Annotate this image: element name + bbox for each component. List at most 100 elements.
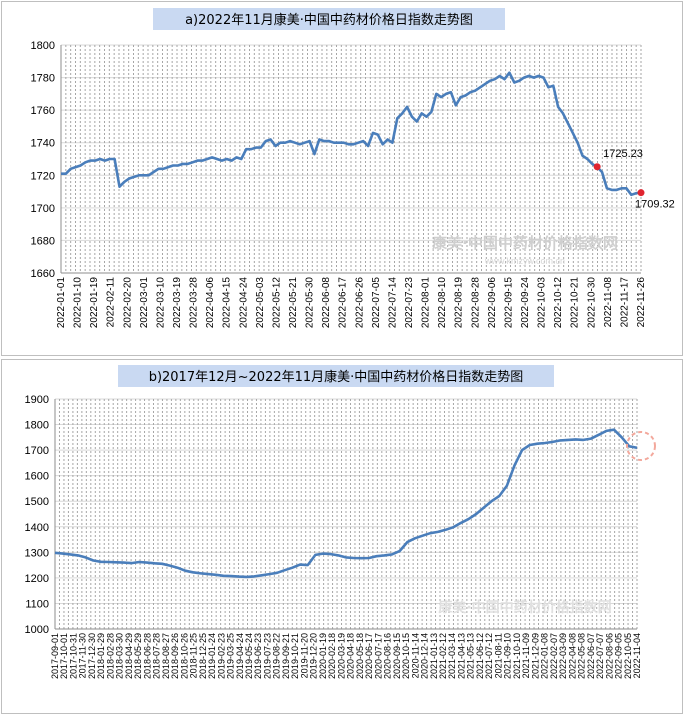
chart-a-x-ticks: 2022-01-01 2022-01-10 2022-01-19 2022-02-11… bbox=[56, 277, 647, 329]
b-ytick-label: 1700 bbox=[25, 445, 49, 457]
a-xtick-label: 2022-08-01 bbox=[421, 277, 432, 329]
a-ytick-label: 1760 bbox=[31, 105, 55, 117]
b-xtick-label: 2022-08-06 bbox=[604, 633, 614, 679]
chart-b-title-box bbox=[118, 365, 554, 387]
b-xtick-label: 2018-09-26 bbox=[170, 633, 180, 679]
b-ytick-label: 1900 bbox=[25, 394, 49, 406]
a-ytick-label: 1780 bbox=[31, 73, 55, 85]
a-xtick-label: 2022-08-28 bbox=[470, 277, 481, 329]
b-xtick-label: 2021-03-14 bbox=[447, 633, 457, 679]
a-ytick-label: 1740 bbox=[31, 138, 55, 150]
b-xtick-label: 2020-08-16 bbox=[383, 633, 393, 679]
b-xtick-label: 2020-03-19 bbox=[336, 633, 346, 679]
a-xtick-label: 2022-10-12 bbox=[553, 277, 564, 329]
b-xtick-label: 2019-04-24 bbox=[235, 633, 245, 679]
b-xtick-label: 2019-05-24 bbox=[244, 633, 254, 679]
chart-a-title: a)2022年11月康美·中国中药材价格日指数走势图 bbox=[185, 12, 473, 28]
b-xtick-label: 2020-05-18 bbox=[355, 633, 365, 679]
a-xtick-label: 2022-05-03 bbox=[255, 277, 266, 329]
b-xtick-label: 2022-04-08 bbox=[567, 633, 577, 679]
chart-a-highlight-marker bbox=[637, 189, 645, 197]
b-xtick-label: 2019-11-20 bbox=[299, 633, 309, 678]
a-xtick-label: 2022-06-08 bbox=[321, 277, 332, 329]
a-xtick-label: 2022-03-01 bbox=[139, 277, 150, 329]
chart-a-series-line bbox=[61, 71, 642, 197]
b-ytick-label: 1800 bbox=[25, 420, 49, 432]
b-xtick-label: 2021-12-09 bbox=[530, 633, 540, 679]
a-xtick-label: 2022-06-26 bbox=[354, 277, 365, 329]
a-xtick-label: 2022-04-06 bbox=[205, 277, 216, 329]
a-ytick-label: 1660 bbox=[31, 268, 55, 280]
a-xtick-label: 2022-04-24 bbox=[238, 277, 249, 329]
chart-b-highlight-circle bbox=[626, 431, 656, 461]
b-xtick-label: 2019-09-21 bbox=[281, 633, 291, 679]
a-xtick-label: 2022-06-17 bbox=[338, 277, 349, 329]
b-xtick-label: 2018-11-25 bbox=[189, 633, 199, 678]
b-ytick-label: 1300 bbox=[25, 547, 49, 559]
b-xtick-label: 2020-01-19 bbox=[318, 633, 328, 679]
a-xtick-label: 2022-09-24 bbox=[520, 277, 531, 329]
a-ytick-label: 1680 bbox=[31, 235, 55, 247]
chart-a-data-label: 1709.32 bbox=[635, 199, 675, 211]
b-xtick-label: 2021-02-12 bbox=[438, 633, 448, 679]
b-xtick-label: 2019-08-22 bbox=[272, 633, 282, 679]
a-xtick-label: 2022-07-05 bbox=[371, 277, 382, 329]
chart-a-watermark-url: www.kmzyw.com.cn bbox=[484, 256, 565, 266]
a-xtick-label: 2022-08-19 bbox=[454, 277, 465, 329]
b-xtick-label: 2018-08-27 bbox=[161, 633, 171, 679]
a-xtick-label: 2022-05-21 bbox=[288, 277, 299, 329]
b-ytick-label: 1200 bbox=[25, 573, 49, 585]
a-xtick-label: 2022-11-08 bbox=[603, 277, 614, 328]
b-xtick-label: 2021-07-12 bbox=[484, 633, 494, 679]
a-ytick-label: 1720 bbox=[31, 170, 55, 182]
a-xtick-label: 2022-03-19 bbox=[172, 277, 183, 329]
a-xtick-label: 2022-05-30 bbox=[305, 277, 316, 329]
b-xtick-label: 2018-06-28 bbox=[142, 633, 152, 679]
b-xtick-label: 2022-09-05 bbox=[614, 633, 624, 679]
a-xtick-label: 2022-01-10 bbox=[73, 277, 84, 329]
b-ytick-label: 1100 bbox=[25, 598, 49, 610]
a-xtick-label: 2022-04-15 bbox=[222, 277, 233, 329]
a-xtick-label: 2022-11-17 bbox=[619, 277, 630, 328]
b-xtick-label: 2021-04-13 bbox=[456, 633, 466, 679]
b-xtick-label: 2019-12-20 bbox=[309, 633, 319, 679]
b-xtick-label: 2020-02-18 bbox=[327, 633, 337, 679]
a-xtick-label: 2022-11-26 bbox=[636, 277, 647, 328]
b-ytick-label: 1500 bbox=[25, 496, 49, 508]
b-xtick-label: 2018-12-25 bbox=[198, 633, 208, 679]
b-xtick-label: 2017-11-30 bbox=[78, 633, 88, 678]
chart-b-y-ticks: 1000 1100 1200 1300 1400 1500 1600 1700 1800 1900 bbox=[25, 394, 49, 636]
a-xtick-label: 2022-09-06 bbox=[487, 277, 498, 329]
a-xtick-label: 2022-01-01 bbox=[56, 277, 67, 329]
b-xtick-label: 2020-12-14 bbox=[420, 633, 430, 679]
b-xtick-label: 2019-03-25 bbox=[226, 633, 236, 679]
b-xtick-label: 2021-11-09 bbox=[521, 633, 531, 678]
a-xtick-label: 2022-01-19 bbox=[89, 277, 100, 329]
a-xtick-label: 2022-10-30 bbox=[586, 277, 597, 329]
b-xtick-label: 2020-04-18 bbox=[346, 633, 356, 679]
a-xtick-label: 2022-08-10 bbox=[437, 277, 448, 329]
chart-a-highlight-marker bbox=[593, 163, 601, 171]
a-xtick-label: 2022-09-15 bbox=[503, 277, 514, 329]
chart-a-watermark: 康美·中国中药材价格指数网 www.kmzyw.com.cn bbox=[432, 234, 618, 266]
b-xtick-label: 2019-07-23 bbox=[262, 633, 272, 679]
b-xtick-label: 2021-06-12 bbox=[475, 633, 485, 679]
a-xtick-label: 2022-03-28 bbox=[189, 277, 200, 329]
chart-a: a)2022年11月康美·中国中药材价格日指数走势图 1660168017001… bbox=[1, 1, 683, 356]
b-xtick-label: 2020-07-17 bbox=[373, 633, 383, 679]
b-ytick-label: 1000 bbox=[25, 624, 49, 636]
chart-a-highlight-points: 1725.23 1709.32 bbox=[593, 148, 675, 211]
b-xtick-label: 2018-04-29 bbox=[124, 633, 134, 679]
b-xtick-label: 2018-10-26 bbox=[179, 633, 189, 679]
b-xtick-label: 2019-06-23 bbox=[253, 633, 263, 679]
b-xtick-label: 2021-01-13 bbox=[429, 633, 439, 679]
b-xtick-label: 2018-03-30 bbox=[115, 633, 125, 679]
b-xtick-label: 2022-03-09 bbox=[558, 633, 568, 679]
b-xtick-label: 2022-10-05 bbox=[623, 633, 633, 679]
a-ytick-label: 1800 bbox=[31, 40, 55, 52]
b-xtick-label: 2021-10-10 bbox=[512, 633, 522, 679]
b-xtick-label: 2022-06-07 bbox=[586, 633, 596, 679]
b-xtick-label: 2022-01-08 bbox=[540, 633, 550, 679]
a-xtick-label: 2022-02-11 bbox=[106, 277, 117, 328]
b-xtick-label: 2020-11-14 bbox=[410, 633, 420, 678]
